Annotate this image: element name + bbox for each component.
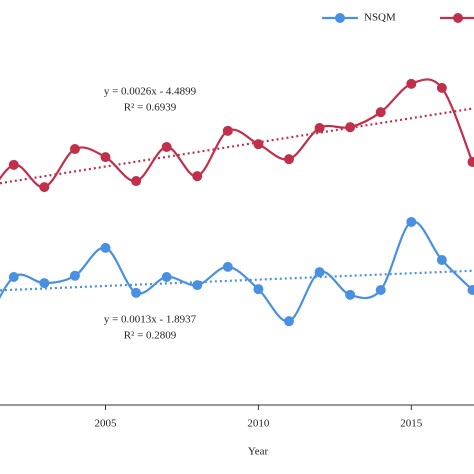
- data-point: [8, 272, 19, 283]
- data-point: [253, 139, 264, 150]
- data-point: [253, 284, 264, 295]
- data-point: [222, 261, 233, 272]
- x-tick-label: 2010: [247, 418, 270, 430]
- data-point: [436, 82, 447, 93]
- data-point: [8, 159, 19, 170]
- series-line: [0, 78, 474, 189]
- annotation: y = 0.0026x - 4.4899: [104, 86, 197, 98]
- x-tick-label: 2005: [95, 418, 118, 430]
- data-point: [375, 107, 386, 118]
- data-point: [283, 316, 294, 327]
- data-point: [314, 267, 325, 278]
- legend-label: NSQM: [364, 12, 396, 24]
- annotation: y = 0.0013x - 1.8937: [104, 314, 197, 326]
- annotation: R² = 0.2809: [124, 330, 177, 342]
- data-point: [69, 270, 80, 281]
- data-point: [314, 122, 325, 133]
- trendline: [0, 107, 474, 185]
- data-point: [375, 284, 386, 295]
- data-point: [192, 171, 203, 182]
- data-point: [406, 216, 417, 227]
- data-point: [345, 122, 356, 133]
- data-point: [283, 154, 294, 165]
- data-point: [467, 284, 474, 295]
- plot-area: [0, 78, 474, 327]
- data-point: [39, 278, 50, 289]
- data-point: [100, 152, 111, 163]
- data-point: [222, 125, 233, 136]
- data-point: [69, 144, 80, 155]
- legend-marker: [335, 13, 345, 23]
- data-point: [192, 280, 203, 291]
- trendline: [0, 269, 474, 292]
- annotation: R² = 0.6939: [124, 102, 177, 114]
- legend-marker: [453, 13, 463, 23]
- data-point: [39, 182, 50, 193]
- data-point: [345, 289, 356, 300]
- data-point: [406, 78, 417, 89]
- x-tick-label: 2015: [400, 418, 423, 430]
- data-point: [436, 255, 447, 266]
- data-point: [131, 176, 142, 187]
- data-point: [161, 142, 172, 153]
- x-axis-label: Year: [248, 446, 269, 458]
- data-point: [467, 157, 474, 167]
- data-point: [131, 287, 142, 298]
- data-point: [100, 242, 111, 253]
- data-point: [161, 272, 172, 283]
